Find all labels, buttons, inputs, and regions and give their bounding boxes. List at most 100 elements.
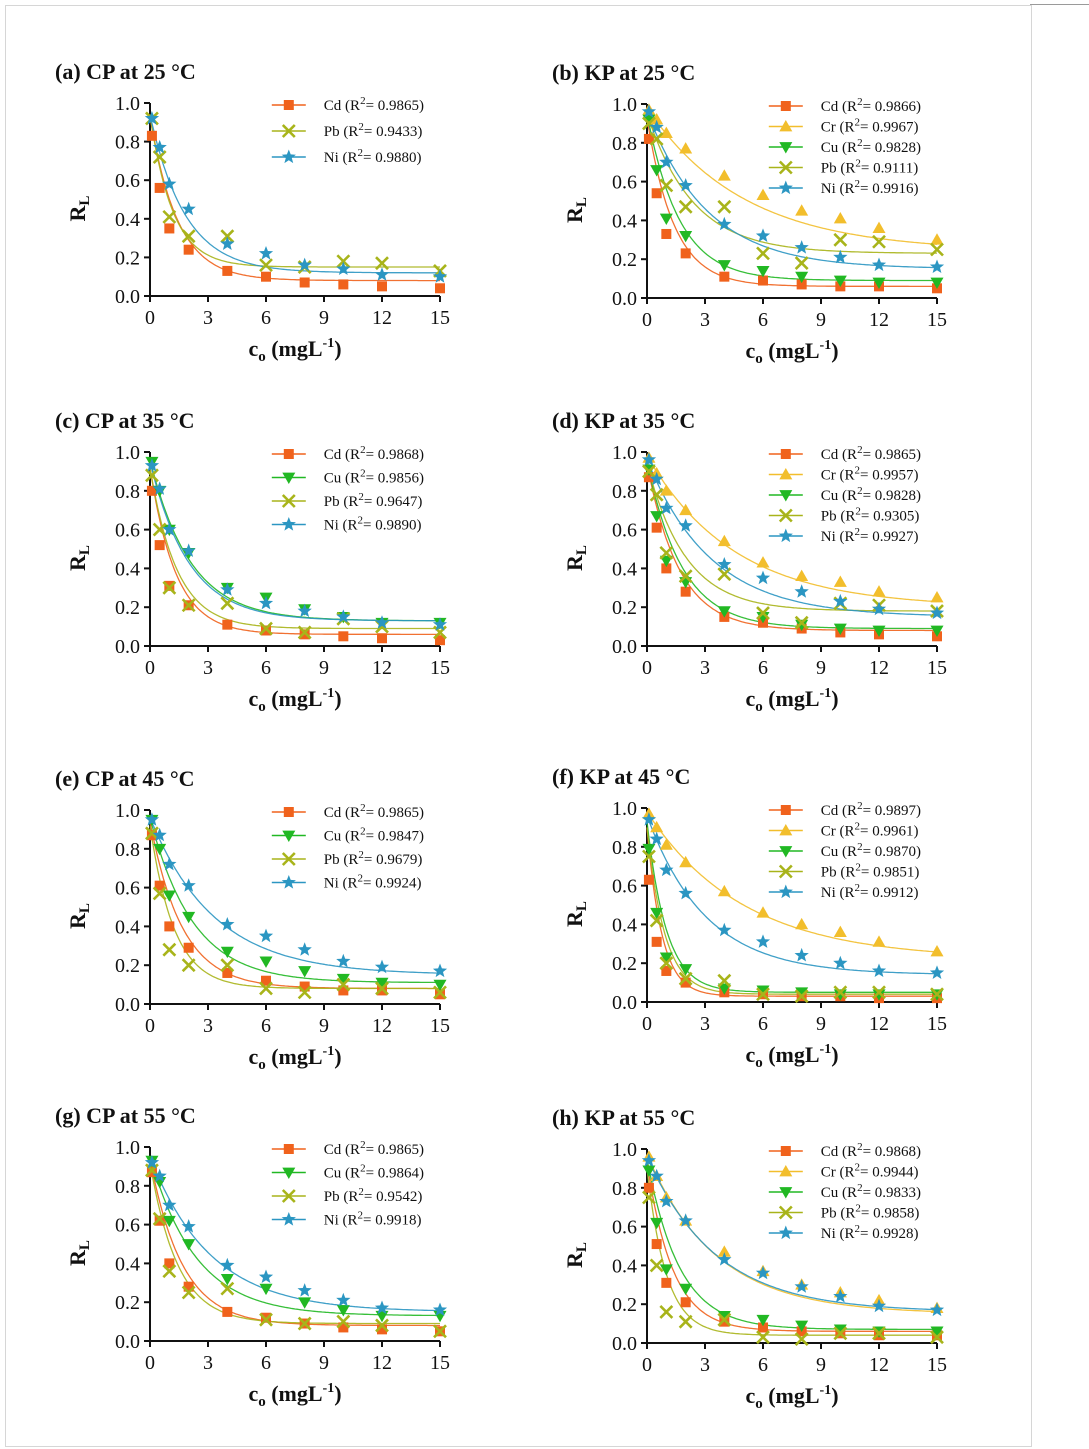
- data-point-pb: [375, 981, 389, 996]
- panel-title: (e) CP at 45 °C: [55, 766, 195, 791]
- data-point-cu: [642, 114, 656, 127]
- x-tick-label: 0: [145, 1352, 155, 1374]
- data-point-cu: [679, 231, 693, 243]
- data-point-cu: [795, 1320, 809, 1333]
- legend-label-pb: Pb (R2= 0.9305): [821, 506, 920, 525]
- data-point-cr: [795, 917, 809, 930]
- legend-marker-ni: [281, 149, 296, 164]
- legend-label-cu: Cu (R2= 0.9870): [821, 841, 921, 860]
- fit-curve-cu: [646, 461, 937, 630]
- data-point-ni: [220, 582, 235, 596]
- y-tick-label: 1.0: [612, 442, 637, 464]
- data-point-cu: [930, 277, 944, 289]
- y-tick-label: 0.8: [115, 132, 140, 154]
- data-point-ni: [297, 603, 312, 618]
- legend-marker-pb: [778, 160, 793, 175]
- data-point-pb: [833, 232, 848, 247]
- fit-curve-cd: [646, 827, 937, 997]
- data-point-ni: [432, 1302, 448, 1316]
- legend-marker-cr: [779, 1165, 793, 1177]
- fit-curve-cd: [149, 116, 440, 282]
- data-point-cd: [222, 1306, 233, 1317]
- data-point-cr: [930, 233, 944, 245]
- legend-label-ni: Ni (R2= 0.9924): [324, 873, 422, 892]
- data-point-ni: [432, 269, 448, 283]
- data-point-cd: [164, 1258, 175, 1269]
- data-point-pb: [678, 569, 693, 584]
- data-point-ni: [258, 928, 274, 943]
- x-tick-label: 6: [261, 1015, 271, 1037]
- data-point-ni: [181, 1219, 196, 1233]
- data-point-cu: [659, 555, 673, 568]
- data-point-cd: [435, 283, 445, 294]
- data-point-pb: [756, 606, 770, 620]
- x-axis-label: co (mgL-1): [248, 1044, 341, 1073]
- data-point-ni: [649, 471, 664, 486]
- data-point-cd: [154, 540, 165, 551]
- data-point-ni: [871, 963, 887, 977]
- data-point-cd: [643, 472, 654, 483]
- data-point-cd: [146, 830, 157, 841]
- data-point-cd: [643, 1182, 654, 1193]
- chart-panel-c: (c) CP at 35 °C 0.0 0.2 0.4 0.6 0.8 1.0 0 3 6 9 12 1…: [55, 408, 450, 715]
- y-tick-label: 0.4: [115, 916, 140, 938]
- data-point-pb: [833, 1326, 848, 1341]
- data-point-cu: [162, 890, 176, 902]
- y-tick-label: 0.6: [115, 170, 140, 192]
- data-point-ni: [297, 257, 312, 272]
- fit-curve-pb: [149, 825, 440, 990]
- data-point-cu: [433, 979, 447, 992]
- data-point-cd: [146, 485, 157, 496]
- data-point-pb: [659, 178, 674, 193]
- legend-label-cd: Cd (R2= 0.9866): [821, 96, 921, 115]
- legend-label-ni: Ni (R2= 0.9890): [324, 515, 422, 534]
- data-point-ni: [678, 1213, 693, 1227]
- legend-marker-cu: [779, 846, 793, 858]
- data-point-cr: [756, 556, 770, 568]
- y-tick-label: 0.6: [115, 1215, 140, 1237]
- legend-marker-ni: [778, 884, 793, 899]
- data-point-ni: [152, 139, 167, 154]
- data-point-ni: [220, 1257, 235, 1272]
- data-point-cr: [659, 126, 673, 138]
- y-tick-label: 0.0: [115, 1331, 140, 1353]
- x-tick-label: 0: [642, 1013, 652, 1035]
- fit-curve-ni: [149, 1156, 440, 1312]
- data-point-pb: [649, 132, 664, 146]
- data-point-cr: [650, 113, 664, 125]
- y-axis-label: RL: [562, 1242, 590, 1268]
- data-point-cr: [679, 855, 693, 868]
- data-point-cd: [680, 1297, 691, 1308]
- y-axis-label: RL: [65, 903, 93, 929]
- legend-marker-cr: [779, 824, 793, 836]
- data-point-ni: [871, 257, 887, 272]
- x-axis-label: co (mgL-1): [248, 686, 341, 715]
- y-tick-label: 0.6: [612, 876, 637, 898]
- data-point-pb: [259, 981, 273, 996]
- data-point-cd: [164, 580, 175, 591]
- data-point-ni: [659, 500, 674, 515]
- data-point-pb: [872, 1326, 886, 1341]
- data-point-ni: [297, 1283, 312, 1297]
- data-point-cd: [164, 921, 175, 932]
- data-point-cu: [679, 964, 693, 976]
- y-tick-label: 0.0: [115, 636, 140, 658]
- data-point-ni: [258, 595, 274, 610]
- data-point-cu: [182, 1239, 196, 1251]
- x-tick-label: 9: [319, 307, 329, 329]
- legend-label-ni: Ni (R2= 0.9912): [821, 882, 919, 901]
- y-tick-label: 0.2: [612, 597, 637, 619]
- data-point-ni: [258, 1269, 274, 1283]
- data-point-ni: [717, 557, 732, 571]
- x-tick-label: 3: [700, 1354, 710, 1376]
- x-tick-label: 12: [869, 657, 889, 679]
- data-point-pb: [162, 209, 177, 224]
- legend-label-cd: Cd (R2= 0.9897): [821, 800, 921, 819]
- legend-marker-pb: [281, 1189, 296, 1203]
- legend-marker-ni: [281, 1212, 296, 1226]
- data-point-pb: [181, 598, 196, 613]
- data-point-cd: [377, 1324, 387, 1335]
- data-point-pb: [220, 958, 235, 973]
- data-point-cd: [261, 975, 271, 986]
- x-tick-label: 9: [816, 309, 826, 331]
